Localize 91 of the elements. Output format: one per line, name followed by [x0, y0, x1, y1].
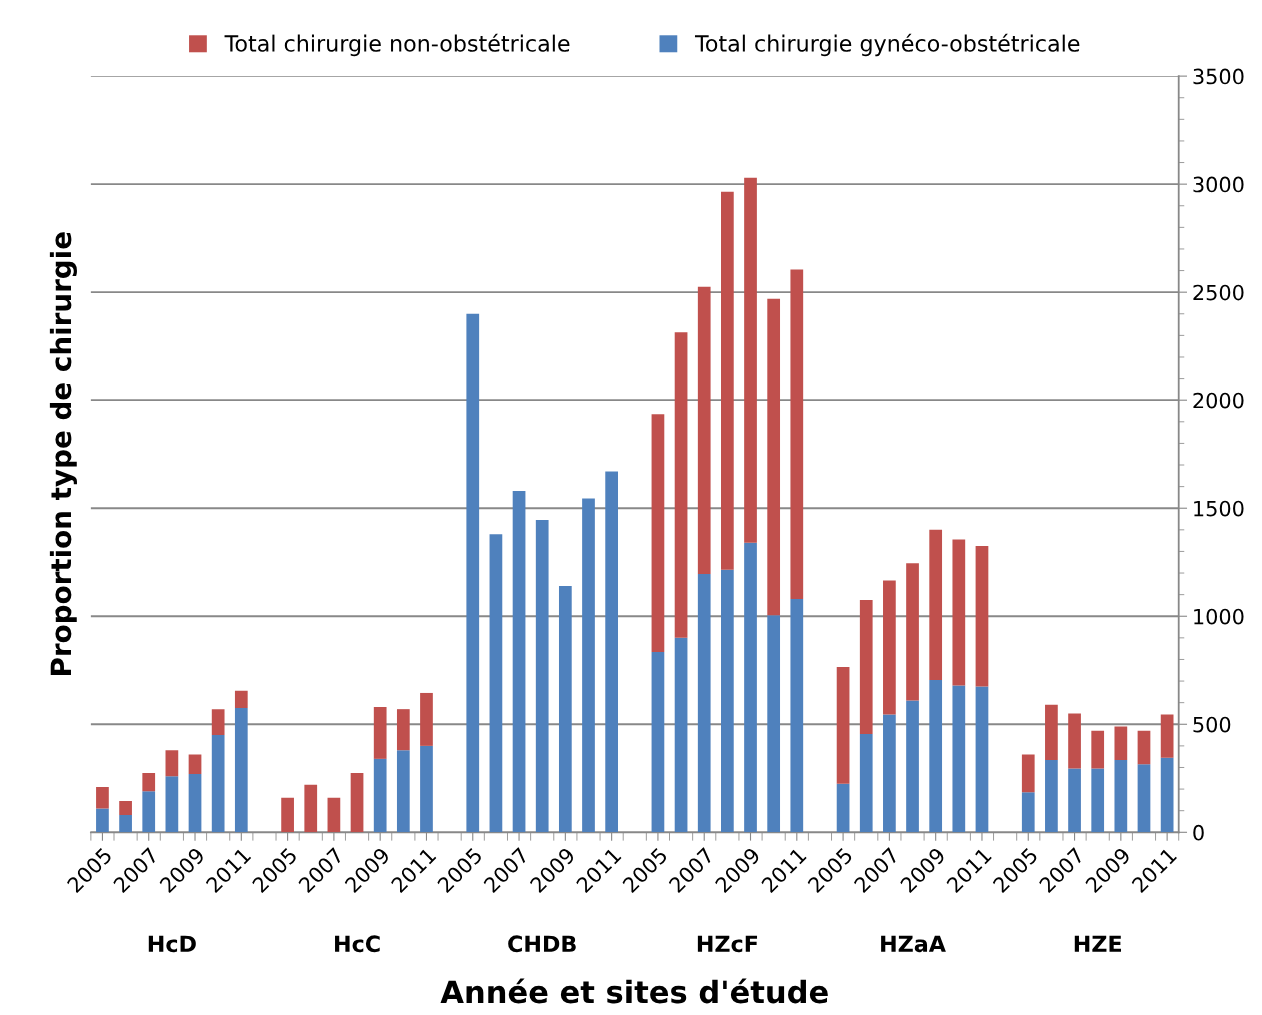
bar: [1045, 759, 1058, 833]
bar: [281, 797, 294, 833]
bar: [744, 177, 757, 543]
bar: [721, 569, 734, 833]
bar: [304, 784, 318, 833]
bar: [1114, 759, 1128, 833]
text: CHDB: [508, 935, 576, 953]
bar: [211, 735, 225, 833]
bar: [790, 269, 804, 599]
bar: [883, 714, 896, 833]
bar: [790, 598, 804, 833]
bar: [651, 414, 665, 652]
bar: [327, 797, 341, 833]
y-tick-label: 2000: [1193, 392, 1244, 409]
bar: [906, 563, 919, 701]
bar: [1160, 757, 1174, 833]
bar: [1068, 768, 1081, 833]
bar: [1091, 730, 1105, 769]
bar: [234, 708, 248, 833]
bar: [1160, 714, 1174, 758]
y-tick-label: 1500: [1194, 500, 1244, 517]
bar: [165, 750, 179, 777]
bar: [767, 298, 781, 616]
bar: [859, 600, 873, 734]
bar: [1021, 792, 1035, 833]
bar: [674, 637, 688, 833]
bar: [373, 706, 387, 759]
bar: [96, 786, 109, 809]
bar: [142, 791, 156, 833]
bar: [188, 754, 202, 774]
bar: [952, 539, 966, 686]
bar: [373, 758, 387, 833]
bar: [558, 586, 572, 833]
text: HZE: [1074, 935, 1122, 952]
bar: [165, 776, 179, 833]
bar: [1137, 730, 1151, 765]
bar: [396, 750, 410, 833]
bar: [1114, 726, 1128, 760]
text: HZaA: [881, 935, 946, 953]
bar: [906, 700, 919, 833]
bar: [420, 692, 433, 746]
bar: [1021, 754, 1035, 793]
bar: [466, 313, 480, 833]
bar: [767, 615, 781, 833]
y-tick-label: 0: [1193, 824, 1204, 841]
y-tick-label: 500: [1193, 716, 1231, 733]
y-axis-title: Proportion type de chirurgie: [49, 232, 77, 675]
bar: [512, 490, 526, 833]
bar: [142, 772, 156, 792]
bar: [211, 709, 225, 736]
bar: [975, 546, 989, 687]
bar: [234, 690, 248, 709]
bar: [1068, 713, 1081, 769]
bar: [1045, 704, 1058, 760]
bar: [859, 734, 873, 833]
y-tick-label: 1000: [1194, 608, 1244, 625]
bar: [188, 773, 202, 833]
text: HcC: [335, 935, 380, 953]
legend-label: Total chirurgie gynéco-obstétricale: [694, 33, 1080, 57]
x-axis-title: Année et sites d'étude: [440, 978, 828, 1004]
bar: [420, 745, 433, 833]
bar: [883, 580, 896, 715]
bar: [582, 498, 595, 833]
legend-label: Total chirurgie non-obstétricale: [224, 33, 570, 57]
bar: [96, 808, 109, 833]
bar: [674, 332, 688, 638]
bar: [929, 679, 943, 833]
bar: [836, 667, 850, 784]
y-tick-label: 3000: [1193, 176, 1244, 193]
bar: [350, 772, 364, 833]
bar: [535, 520, 549, 833]
bar: [836, 783, 850, 833]
bar: [721, 191, 734, 570]
text: HZcF: [697, 935, 758, 953]
bar: [119, 815, 132, 833]
y-tick-label: 3500: [1193, 68, 1244, 85]
bar: [744, 542, 757, 833]
bar: [929, 529, 943, 680]
bar: [119, 800, 132, 816]
bar: [651, 651, 665, 833]
bar: [697, 574, 711, 833]
bar: [952, 685, 966, 833]
bar: [1091, 768, 1105, 833]
bar: [975, 686, 989, 833]
bar: [697, 286, 711, 575]
bar: [605, 471, 619, 833]
y-tick-label: 2500: [1193, 284, 1244, 301]
bar: [1137, 764, 1151, 833]
bar: [396, 709, 410, 751]
text: HcD: [148, 935, 196, 953]
bar: [489, 534, 503, 833]
